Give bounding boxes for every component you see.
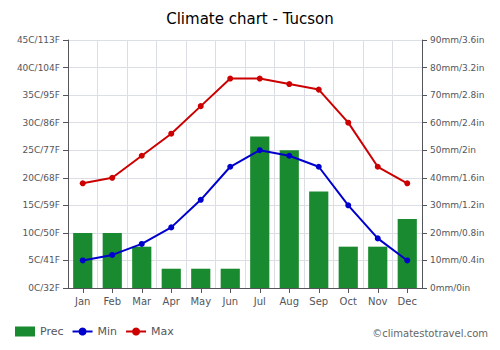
- svg-text:©climatestotravel.com: ©climatestotravel.com: [372, 328, 488, 339]
- svg-text:Sep: Sep: [309, 296, 328, 307]
- svg-text:Aug: Aug: [279, 296, 299, 307]
- svg-text:15C/59F: 15C/59F: [23, 200, 60, 210]
- svg-text:Jan: Jan: [74, 296, 90, 307]
- svg-text:25C/77F: 25C/77F: [23, 145, 60, 155]
- svg-text:50mm/2in: 50mm/2in: [430, 145, 476, 155]
- svg-text:5C/41F: 5C/41F: [28, 255, 60, 265]
- svg-text:Oct: Oct: [340, 296, 357, 307]
- svg-text:60mm/2.4in: 60mm/2.4in: [430, 118, 485, 128]
- svg-text:40C/104F: 40C/104F: [17, 63, 60, 73]
- svg-text:70mm/2.8in: 70mm/2.8in: [430, 90, 485, 100]
- svg-text:Mar: Mar: [132, 296, 152, 307]
- svg-text:80mm/3.2in: 80mm/3.2in: [430, 63, 485, 73]
- svg-text:40mm/1.6in: 40mm/1.6in: [430, 173, 485, 183]
- svg-text:Apr: Apr: [163, 296, 181, 307]
- svg-text:10mm/0.4in: 10mm/0.4in: [430, 255, 485, 265]
- svg-text:30mm/1.2in: 30mm/1.2in: [430, 200, 485, 210]
- svg-text:30C/86F: 30C/86F: [23, 118, 60, 128]
- svg-text:Prec: Prec: [40, 325, 64, 338]
- svg-text:Climate chart - Tucson: Climate chart - Tucson: [166, 10, 334, 28]
- svg-text:Min: Min: [98, 325, 118, 338]
- svg-text:20mm/0.8in: 20mm/0.8in: [430, 228, 485, 238]
- svg-text:Jul: Jul: [253, 296, 266, 307]
- svg-text:Nov: Nov: [368, 296, 388, 307]
- svg-text:Feb: Feb: [103, 296, 121, 307]
- svg-text:0mm/0in: 0mm/0in: [430, 283, 470, 293]
- svg-text:35C/95F: 35C/95F: [23, 90, 60, 100]
- svg-text:Jun: Jun: [221, 296, 238, 307]
- svg-text:Max: Max: [151, 325, 174, 338]
- svg-text:Dec: Dec: [398, 296, 417, 307]
- svg-text:10C/50F: 10C/50F: [23, 228, 60, 238]
- svg-text:May: May: [190, 296, 211, 307]
- svg-text:0C/32F: 0C/32F: [28, 283, 60, 293]
- svg-text:20C/68F: 20C/68F: [23, 173, 60, 183]
- svg-text:90mm/3.6in: 90mm/3.6in: [430, 35, 485, 45]
- svg-text:45C/113F: 45C/113F: [17, 35, 60, 45]
